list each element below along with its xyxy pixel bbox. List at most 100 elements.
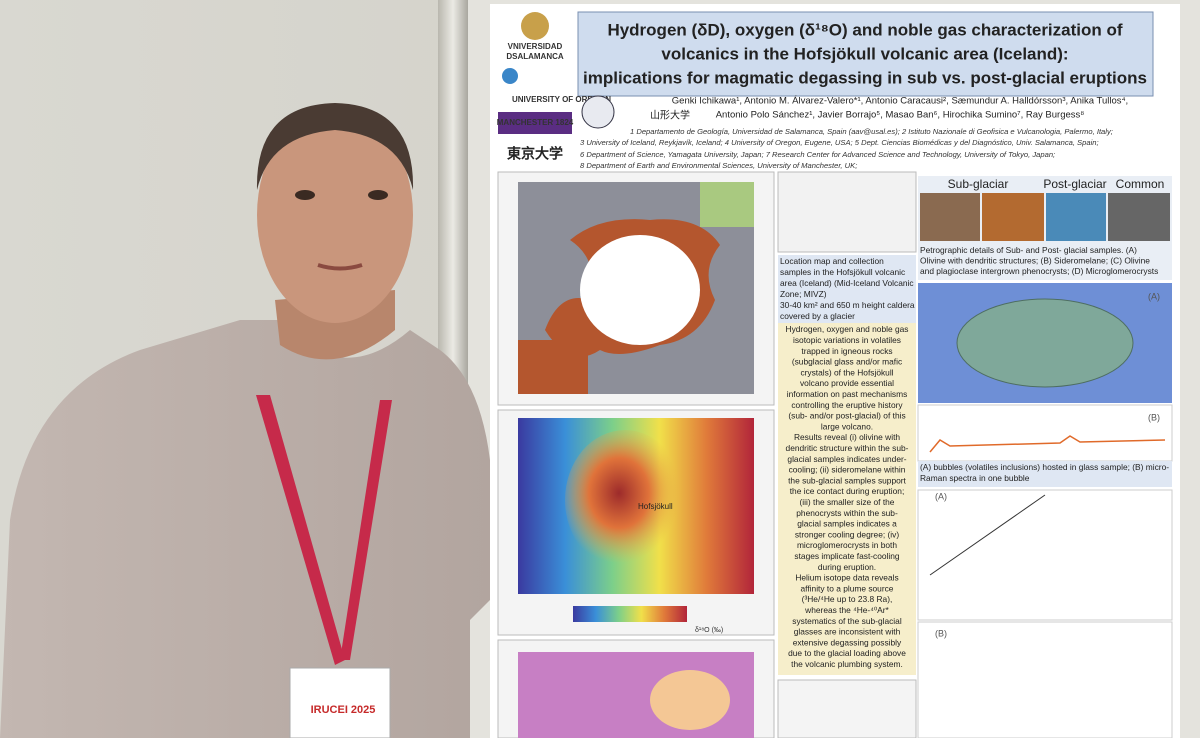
affiliation: 3 University of Iceland, Reykjavík, Icel… [580,138,1099,147]
petro-header: Sub-glaciar [948,177,1009,191]
text-line: Petrographic details of Sub- and Post- g… [920,245,1137,255]
plot-frame [917,489,1173,621]
text-line: stages implicate fast-cooling [794,551,900,561]
title-line: volcanics in the Hofsjökull volcanic are… [661,44,1068,63]
text-line: Results reveal (i) olivine with [794,432,900,442]
text-line: and plagioclase intergrown phenocrysts; … [920,266,1158,276]
petro-header: Common [1116,177,1165,191]
text-line: glacial samples indicates a [797,519,897,529]
title-line: implications for magmatic degassing in s… [583,68,1147,87]
petro-header: Post-glaciar [1043,177,1106,191]
text-line: Hydrogen, oxygen and noble gas [786,324,909,334]
glass-grain [956,298,1134,388]
affiliation: 1 Departamento de Geología, Universidad … [630,127,1113,136]
text-line: isotopic variations in volatiles [793,335,901,345]
eye [368,190,388,200]
text-line: glacial samples indicates under- [787,454,906,464]
logo: 東京大学 [507,146,563,162]
panel-label: (B) [935,628,947,638]
text-line: large volcano. [821,421,873,431]
badge-text: IRUCEI 2025 [311,704,376,716]
affiliation: 8 Department of Earth and Environmental … [580,161,857,170]
text-box [778,323,916,675]
plot-frame [777,679,917,738]
text-line: Zone; MIVZ) [780,289,827,299]
text-line: Location map and collection [780,256,884,266]
logo-seal [521,12,549,40]
poster: Hydrogen (δD), oxygen (δ¹⁸O) and noble g… [490,4,1180,738]
legend-box [777,171,917,253]
text-line: microglomerocrysts in both [797,540,897,550]
title-line: Hydrogen (δD), oxygen (δ¹⁸O) and noble g… [607,20,1122,39]
text-line: during eruption. [818,562,876,572]
head [257,107,413,323]
text-line: (A) bubbles (volatiles inclusions) hoste… [920,462,1169,472]
authors: Genki Ichikawa¹, Antonio M. Álvarez-Vale… [672,96,1128,107]
badge [289,667,391,738]
text-line: samples in the Hofsjökull volcanic [780,267,905,277]
text-line: 30-40 km² and 650 m height caldera [780,300,915,310]
text-line: dendritic structure within the sub- [786,443,909,453]
map-label: Hofsjökull [638,502,673,511]
text-line: Helium isotope data reveals [795,573,898,583]
plot-frame [917,621,1173,738]
text-line: the volcanic plumbing system. [791,659,903,669]
logo: UNIVERSITY OF OREGON [512,95,611,104]
raman-spectrum [929,435,1166,453]
hair [256,103,414,190]
isotope-anomaly [650,670,730,730]
logo: 山形大学 [650,109,690,122]
map-label: δ¹⁸O (‰) [695,627,723,634]
text-line: extensive degassing possibly [793,637,902,647]
affiliation: 6 Department of Science, Yamagata Univer… [580,150,1055,159]
raman-plot [917,404,1173,462]
logo-globe [502,68,518,84]
text-line: Olivine with dendritic structures; (B) S… [920,256,1150,266]
text-line: (sub- and/or post-glacial) of this [788,411,905,421]
raman-caption: (A) bubbles (volatiles inclusions) hoste… [920,462,1169,483]
mouth [317,263,363,271]
text-line: trapped in igneous rocks [801,346,892,356]
panel-label: (B) [1148,412,1160,422]
text-line: systematics of the sub-glacial [792,616,902,626]
shirt [0,320,490,738]
text-line: volcano provide essential [800,378,894,388]
text-line: Raman spectra in one bubble [920,473,1030,483]
text-line: (iii) the smaller size of the [800,497,895,507]
micrograph [1046,193,1106,241]
text-line: crystals) of the Hofsjökull [800,367,893,377]
micrograph [920,193,980,241]
map-unit [700,182,754,227]
text-line: whereas the ⁴He-⁴⁰Ar* [804,605,889,615]
trend-line [929,494,1046,576]
text-line: information on past mechanisms [787,389,908,399]
lanyard [256,395,345,665]
text-line: due to the glacial loading above [788,648,906,658]
panel-label: (A) [1148,291,1160,301]
text-line: phenocrysts within the sub- [796,508,898,518]
logo: DSALAMANCA [506,52,564,61]
title-box [577,11,1154,97]
text-line: controlling the eruptive history [791,400,903,410]
petro-caption: Petrographic details of Sub- and Post- g… [920,245,1158,276]
eye [295,190,315,200]
caption-box [778,255,916,323]
isotope-anomaly [565,430,685,570]
logo-box [498,112,572,134]
text-line: stronger cooling degree; (iv) [795,529,899,539]
micrograph [982,193,1044,241]
text-line: cooling; (ii) sideromelane within [789,465,906,475]
logo: MANCHESTER 1824 [497,118,574,127]
logo: VNIVERSIDAD [508,42,563,51]
text-line: (³He/⁴He up to 23.8 Ra), [802,594,893,604]
map-unit [518,340,588,394]
text-line: affinity to a plume source [801,583,894,593]
micrograph [1108,193,1170,241]
text-line: (subglacial glass and/or mafic [792,357,902,367]
logo-seal [581,95,615,129]
map-glacier [580,235,700,345]
color-scale [573,606,687,622]
